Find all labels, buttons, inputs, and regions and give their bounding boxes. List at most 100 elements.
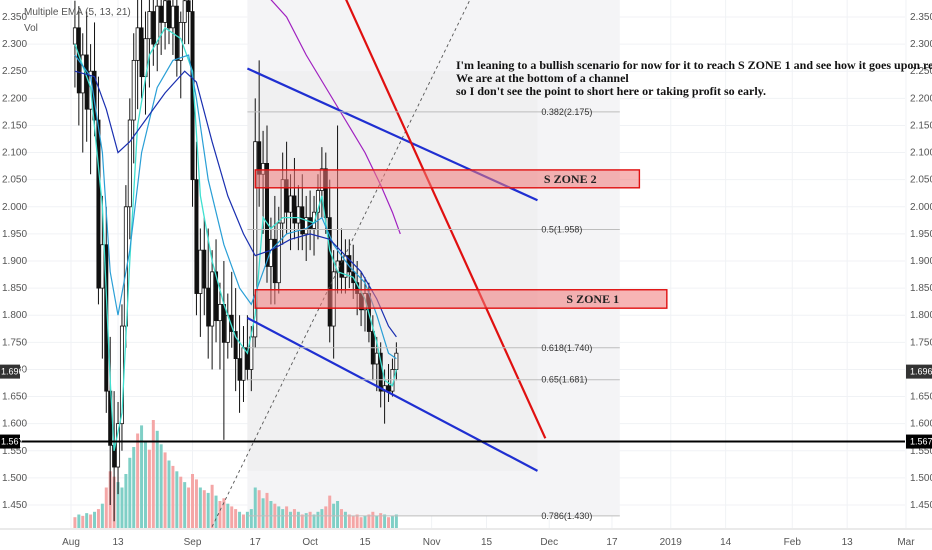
candle-body: [174, 5, 179, 61]
price-badge-left-text: 1.696: [1, 367, 24, 377]
volume-bar: [96, 509, 100, 528]
volume-bar: [308, 511, 312, 528]
volume-bar: [261, 498, 265, 528]
y-tick-label-right: 1.600: [910, 419, 932, 430]
volume-bars: [73, 420, 398, 528]
channel-lower-line: [246, 316, 538, 472]
volume-bar: [183, 482, 187, 528]
volume-bar: [265, 492, 269, 528]
candle-body: [292, 195, 297, 224]
x-tick-label: Mar: [897, 537, 915, 548]
volume-bar: [390, 515, 394, 528]
candle-body: [233, 331, 238, 360]
candle-body: [163, 0, 168, 23]
fib-levels: 0.382(2.175) 0.5(1.958) 0.618(1.740) 0.65(1…: [247, 107, 620, 521]
annotation-line: I'm leaning to a bullish scenario for no…: [456, 58, 932, 72]
volume-bar: [136, 433, 140, 528]
candle-body: [253, 141, 258, 338]
y-tick-label-left: 2.300: [2, 39, 27, 50]
volume-bar: [253, 487, 257, 528]
candle-body: [96, 119, 101, 289]
volume-bar: [234, 509, 238, 528]
dashed-trendline: [211, 0, 471, 527]
ema-slow-line: [74, 70, 397, 338]
candle-body: [296, 206, 301, 224]
candle-body: [182, 0, 187, 23]
x-tick-label: 17: [250, 537, 262, 548]
y-tick-label-left: 2.350: [2, 12, 27, 23]
y-tick-label-right: 2.050: [910, 175, 932, 186]
drawing-tools: [18, 0, 905, 527]
candle-body: [272, 238, 277, 284]
volume-bar: [336, 501, 340, 528]
volume-bar: [210, 484, 214, 528]
candle-body: [131, 59, 136, 121]
fib-level-label: 0.382(2.175): [541, 107, 592, 117]
candle-body: [304, 217, 309, 235]
y-tick-label-left: 2.250: [2, 66, 27, 77]
volume-bar: [116, 482, 120, 528]
candle-body: [206, 287, 211, 327]
ema-mid-line: [74, 54, 397, 360]
candle-body: [327, 217, 332, 327]
y-tick-label-left: 1.800: [2, 310, 27, 321]
volume-bar: [143, 441, 147, 528]
resistance-zones[interactable]: S ZONE 2 S ZONE 1: [254, 169, 668, 309]
volume-bar: [179, 476, 183, 528]
candle-body: [210, 271, 215, 327]
volume-bar: [371, 511, 375, 528]
x-tick-label: 15: [481, 537, 493, 548]
volume-bar: [359, 517, 363, 528]
volume-bar: [124, 474, 128, 528]
candle-body: [276, 222, 281, 284]
volume-bar: [351, 515, 355, 528]
volume-bar: [81, 515, 85, 528]
candle-body: [264, 162, 269, 267]
candle-body: [323, 168, 328, 219]
volume-bar: [281, 509, 285, 528]
price-badge-left: [0, 364, 20, 379]
candle-body: [127, 119, 132, 208]
annotation-line: We are at the bottom of a channel: [456, 71, 629, 85]
y-tick-label-right: 2.000: [910, 202, 932, 213]
volume-bar: [202, 490, 206, 528]
price-badge-right-text: 1.696: [910, 367, 932, 377]
volume-bar: [328, 495, 332, 528]
volume-bar: [89, 514, 93, 528]
candle-body: [386, 385, 391, 392]
volume-bar: [387, 517, 391, 528]
y-tick-label-right: 1.650: [910, 392, 932, 403]
x-tick-label: 15: [359, 537, 371, 548]
y-tick-label-left: 2.000: [2, 202, 27, 213]
y-tick-label-right: 1.950: [910, 229, 932, 240]
volume-bar: [206, 492, 210, 528]
volume-bar: [394, 514, 398, 528]
candle-body: [315, 190, 320, 213]
fib-level-label: 0.786(1.430): [541, 511, 592, 521]
candle-body: [166, 0, 171, 29]
y-tick-label-left: 2.100: [2, 148, 27, 159]
y-tick-label-right: 1.550: [910, 446, 932, 457]
volume-bar: [289, 511, 293, 528]
volume-bar: [100, 503, 104, 528]
x-tick-label: Oct: [302, 537, 318, 548]
annotation-line: so I don't see the point to short here o…: [456, 84, 766, 98]
price-badge-right: [906, 434, 932, 449]
volume-bar: [257, 490, 261, 528]
x-tick-label: Feb: [784, 537, 802, 548]
volume-bar: [191, 474, 195, 528]
volume-bar: [339, 509, 343, 528]
y-tick-label-right: 2.100: [910, 148, 932, 159]
candle-body: [186, 0, 191, 12]
volume-bar: [277, 506, 281, 528]
candle-body: [194, 179, 199, 294]
volume-bar: [238, 511, 242, 528]
volume-bar: [218, 501, 222, 528]
y-tick-label-left: 1.450: [2, 500, 27, 511]
y-tick-label-right: 1.800: [910, 310, 932, 321]
x-tick-label: 13: [112, 537, 124, 548]
volume-bar: [226, 503, 230, 528]
y-tick-label-left: 1.600: [2, 419, 27, 430]
volume-bar: [120, 487, 124, 528]
